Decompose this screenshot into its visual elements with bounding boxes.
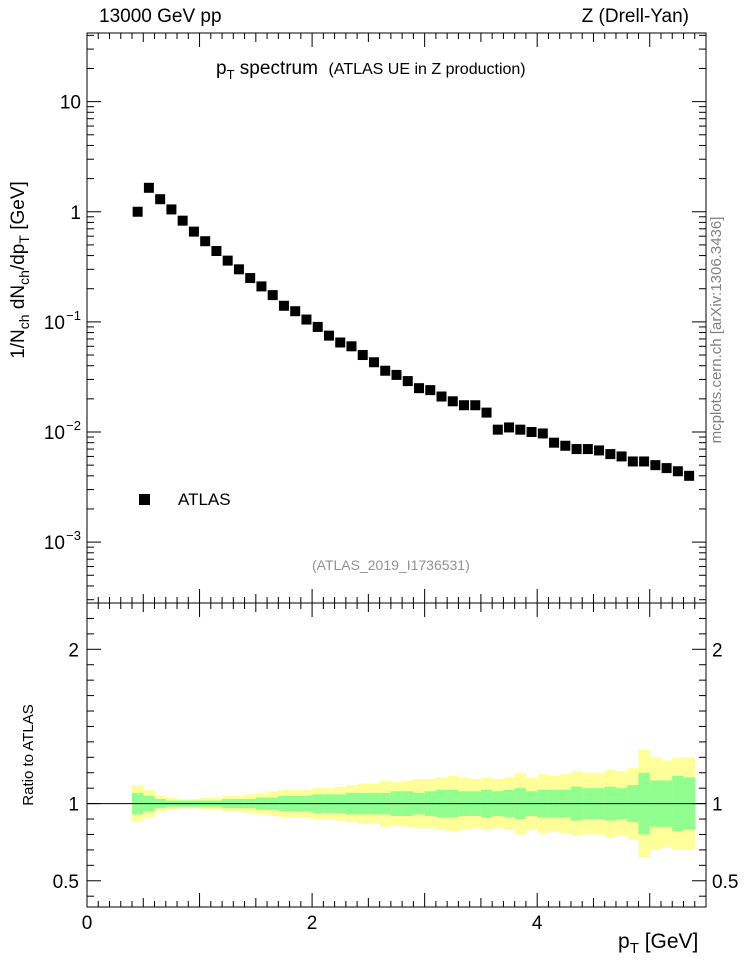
data-point [188, 226, 199, 237]
data-point [335, 337, 346, 348]
data-point [132, 206, 143, 217]
ratio-tick-label: 1 [68, 795, 79, 816]
y-tick-label: 1 [70, 203, 81, 224]
x-label-part: p [618, 930, 630, 953]
data-point [323, 330, 334, 341]
data-point [605, 449, 616, 460]
data-point [594, 445, 605, 456]
data-point [233, 264, 244, 275]
data-point [245, 273, 256, 284]
data-point [650, 460, 661, 471]
x-axis-label: pT [GeV] [618, 930, 699, 958]
data-point [560, 440, 571, 451]
data-point [526, 426, 537, 437]
data-point [155, 194, 166, 205]
data-point [582, 444, 593, 455]
y-tick-exponent: −2 [66, 418, 81, 433]
analysis-id: (ATLAS_2019_I1736531) [312, 557, 470, 573]
plot-title: pT spectrum (ATLAS UE in Z production) [216, 58, 526, 82]
data-point [166, 204, 177, 215]
y-tick-exponent: −3 [66, 528, 81, 543]
process-type-label: Z (Drell-Yan) [581, 6, 689, 27]
y-label-part: dN [8, 284, 29, 315]
data-point [515, 424, 526, 435]
data-point [672, 466, 683, 477]
data-point [211, 246, 222, 257]
data-point [357, 350, 368, 361]
y-tick-exponent: −1 [66, 308, 81, 323]
y-label-part: /dp [8, 243, 29, 271]
data-point [256, 281, 267, 292]
y-tick-label: 10 [44, 423, 65, 444]
data-point [267, 290, 278, 301]
ratio-tick-label: 0.5 [712, 872, 738, 893]
data-point [312, 321, 323, 332]
data-point [143, 182, 154, 193]
process-energy-label: 13000 GeV pp [99, 6, 222, 27]
data-point [414, 383, 425, 394]
legend-marker [139, 494, 150, 505]
title-main: p [216, 58, 227, 79]
title-sub: T [226, 66, 235, 82]
data-point [537, 428, 548, 439]
y-axis-label: 1/Nch dNch/dpT [GeV] [8, 181, 32, 359]
data-point [425, 385, 436, 396]
title-rest: spectrum [234, 58, 318, 79]
data-point [301, 314, 312, 325]
main-frame [86, 32, 707, 604]
ratio-frame [86, 602, 707, 908]
data-point [447, 396, 458, 407]
ratio-axis-label: Ratio to ATLAS [20, 704, 37, 806]
data-point [661, 463, 672, 474]
data-point [391, 369, 402, 380]
data-point [684, 470, 695, 481]
y-label-sub: T [15, 235, 32, 244]
ratio-tick-label: 0.5 [53, 872, 79, 893]
data-point [504, 422, 515, 433]
data-point [459, 400, 470, 411]
data-point [549, 437, 560, 448]
y-tick-label: 10 [44, 533, 65, 554]
data-point [278, 300, 289, 311]
data-point [470, 400, 481, 411]
data-point [436, 391, 447, 402]
title-detail: (ATLAS UE in Z production) [328, 61, 526, 78]
data-point [639, 456, 650, 467]
data-point [571, 444, 582, 455]
data-point [380, 365, 391, 376]
data-point [177, 215, 188, 226]
data-point [616, 451, 627, 462]
x-label-part: [GeV] [638, 930, 699, 953]
ratio-tick-label: 2 [68, 640, 79, 661]
data-point [492, 424, 503, 435]
x-label-sub: T [629, 940, 639, 958]
y-label-part: [GeV] [8, 181, 29, 236]
y-label-sub: ch [15, 270, 32, 285]
watermark: mcplots.cern.ch [arXiv:1306.3436] [708, 216, 725, 444]
data-point [346, 341, 357, 352]
legend-label: ATLAS [178, 490, 231, 509]
x-tick-label: 0 [82, 913, 93, 934]
data-point [368, 357, 379, 368]
y-label-sub: ch [15, 314, 32, 330]
ratio-tick-label: 1 [712, 795, 723, 816]
data-point [290, 306, 301, 317]
data-point [222, 255, 233, 266]
data-point [481, 407, 492, 418]
data-point [402, 376, 413, 387]
y-label-part: 1/N [8, 329, 29, 359]
y-tick-label: 10 [44, 313, 65, 334]
x-tick-label: 2 [307, 913, 318, 934]
x-tick-label: 4 [532, 913, 543, 934]
data-point [200, 236, 211, 247]
y-tick-label: 10 [60, 93, 81, 114]
data-point [627, 456, 638, 467]
ratio-tick-label: 2 [712, 640, 723, 661]
